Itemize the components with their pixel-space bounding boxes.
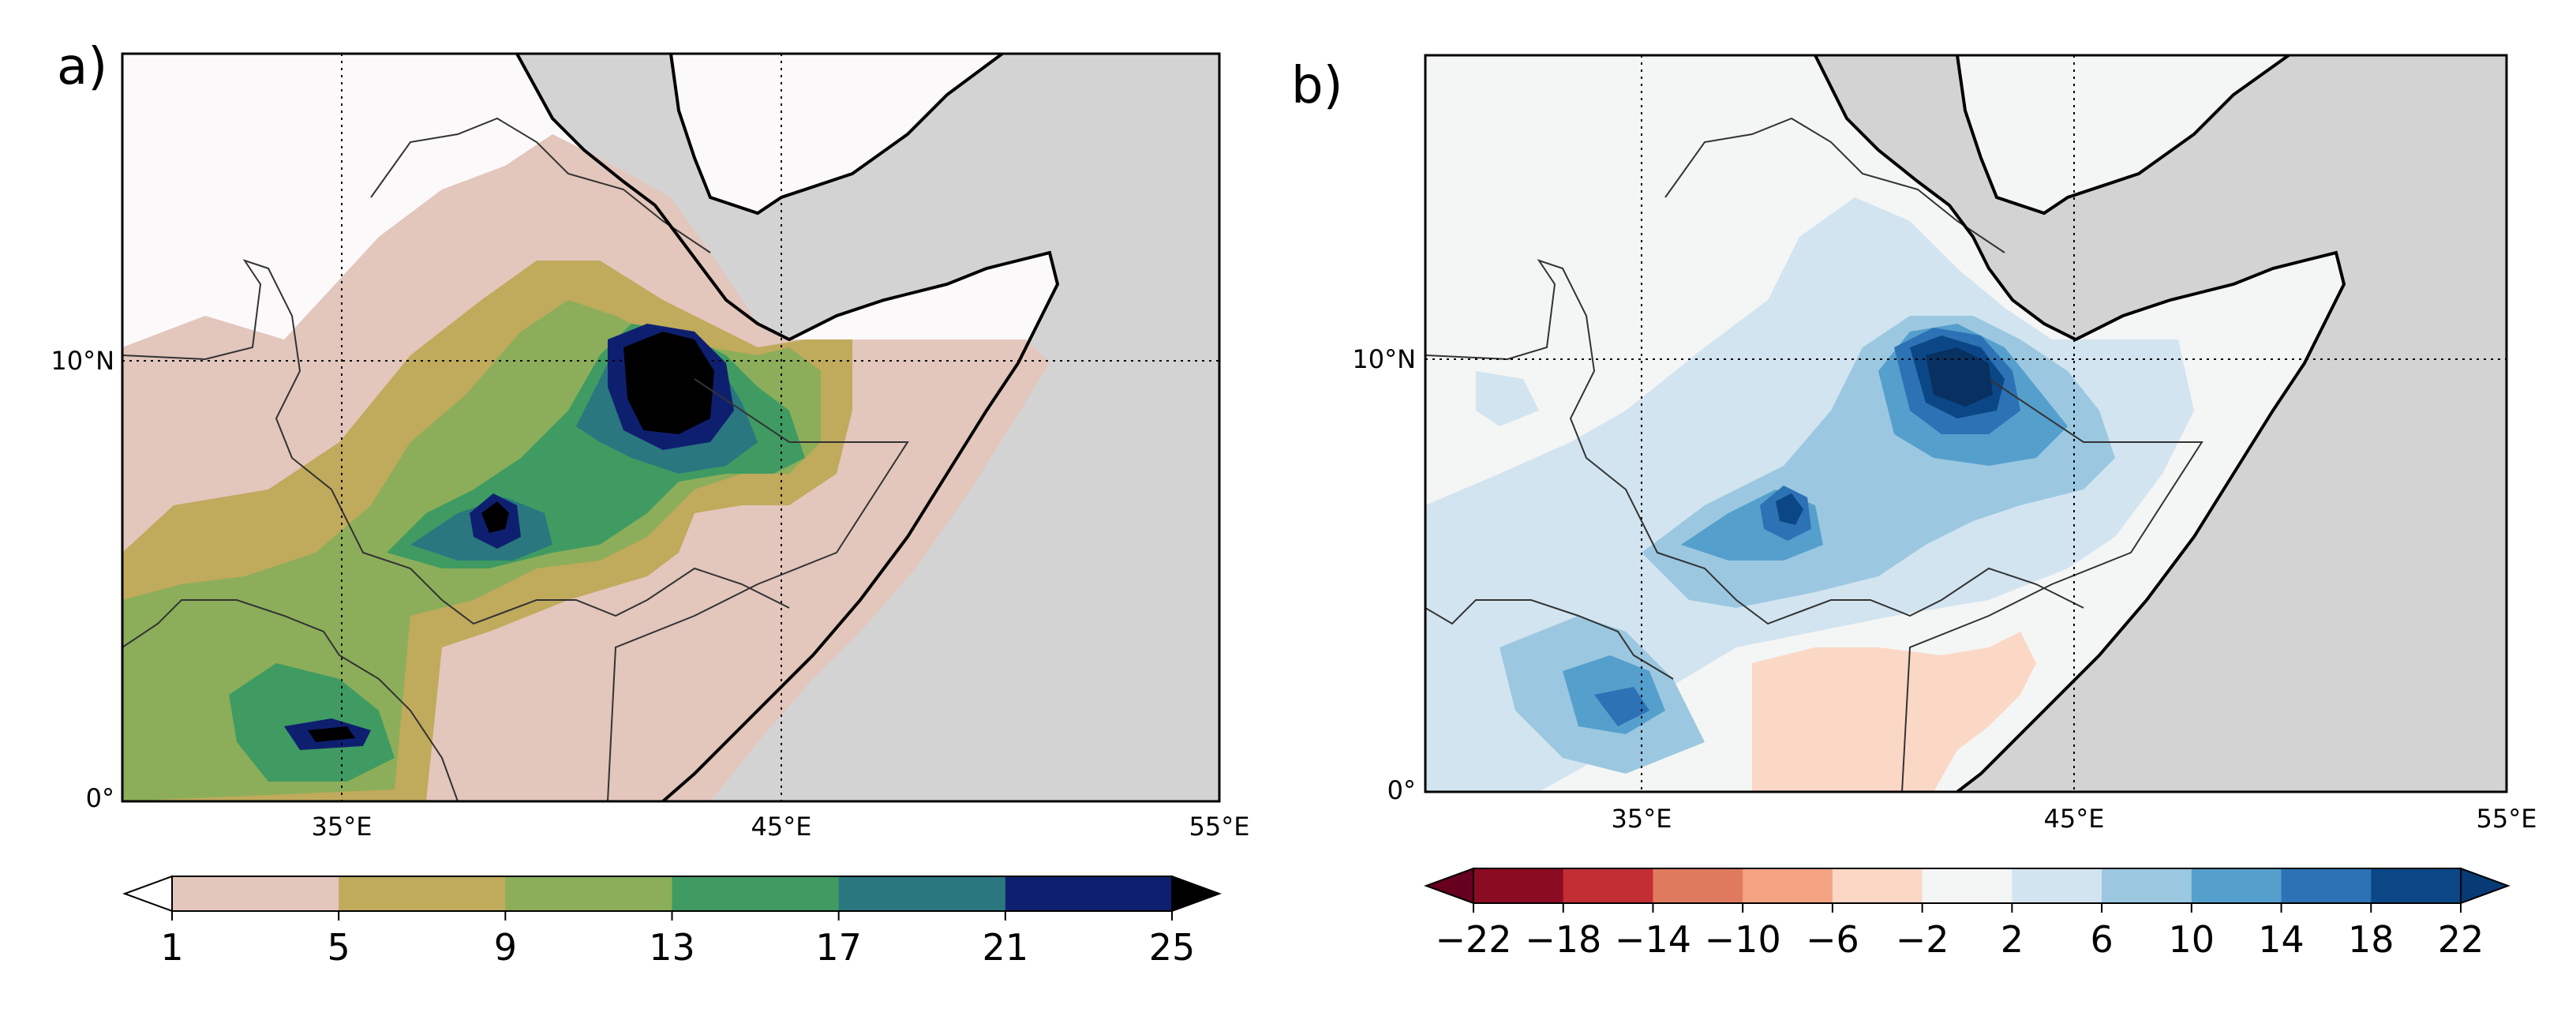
panel-a-map (122, 54, 1219, 801)
panel-a-lon-tick-55E: 55°E (1189, 812, 1250, 842)
panel-a-colorbar-over-arrow (1171, 875, 1222, 913)
panel-b-colorbar-under-arrow (1424, 867, 1474, 905)
panel-a-contour-25 (308, 332, 714, 742)
panel-a: a) (51, 38, 1249, 969)
panel-b-colorbar-frame (1473, 868, 2462, 904)
panel-b-colorbar-tick-label: 6 (2090, 918, 2113, 961)
panel-a-contour-21 (284, 324, 734, 750)
panel-b-contour-22 (1926, 347, 1993, 407)
panel-b-colorbar-segment (1922, 868, 2012, 903)
panel-a-colorbar-under-arrow (122, 875, 173, 913)
panel-a-frame (121, 52, 1221, 803)
panel-b: b) 10°N (1291, 54, 2537, 961)
panel-a-colorbar-segment (672, 876, 840, 911)
panel-a-colorbar-tick-label: 17 (815, 926, 862, 969)
panel-a-colorbar-tick-label: 5 (328, 926, 350, 969)
panel-b-colorbar-segment (1563, 868, 1653, 903)
panel-b-colorbar-segment (1473, 868, 1564, 903)
panel-a-gridlines (122, 54, 1219, 801)
panel-b-frame (1424, 54, 2508, 793)
panel-b-sea-region (1815, 55, 2507, 792)
panel-b-colorbar-tick-label: −2 (1896, 918, 1949, 961)
panel-a-colorbar-tick-label: 1 (160, 926, 183, 969)
panel-a-coastline-arabia (669, 54, 1004, 216)
panel-a-lon-tick-45E: 45°E (751, 812, 812, 842)
panel-b-coastline-arabia (1956, 55, 2290, 216)
panel-b-colorbar-tick-label: 14 (2258, 918, 2305, 961)
panel-b-colorbar-segment (1743, 868, 1833, 903)
panel-b-colorbar-tick-label: −22 (1435, 918, 1511, 961)
panel-a-country-borders (122, 117, 909, 801)
panel-b-lat-tick-0: 0° (1387, 775, 1416, 805)
panel-b-coastline (1814, 55, 2346, 792)
panel-a-colorbar-tick-label: 25 (1149, 926, 1196, 969)
panel-b-lat-tick-10N: 10°N (1352, 344, 1416, 374)
panel-a-colorbar-segment (339, 876, 506, 911)
panel-b-colorbar-segment (2012, 868, 2102, 903)
panel-b-colorbar-tick-label: 22 (2438, 918, 2484, 961)
panel-b-colorbar-segment (1653, 868, 1743, 903)
panel-b-lon-tick-55E: 55°E (2477, 804, 2537, 834)
panel-b-colorbar-segment (2102, 868, 2192, 903)
panel-b-colorbar-tick-label: 2 (2001, 918, 2024, 961)
panel-a-label: a) (57, 38, 107, 96)
panel-b-country-borders (1425, 117, 2203, 792)
panel-b-colorbar-segment (1832, 868, 1923, 903)
panel-a-coastline (515, 54, 1060, 801)
panel-b-colorbar-segment (2281, 868, 2372, 903)
panel-b-colorbar-segment (2191, 868, 2282, 903)
panel-b-colorbar-tick-label: −10 (1705, 918, 1781, 961)
panel-b-colorbar-tick-label: −14 (1615, 918, 1691, 961)
panel-a-colorbar-segment (1005, 876, 1173, 911)
panel-a-colorbar-segment (505, 876, 672, 911)
panel-b-map (1425, 55, 2507, 792)
panel-b-lon-tick-35E: 35°E (1612, 804, 1672, 834)
panel-a-colorbar-segment (172, 876, 339, 911)
panel-a-lat-tick-0: 0° (86, 783, 114, 813)
panel-b-colorbar: −22 −18 −14 −10 −6 −2 2 6 10 14 18 22 (1424, 867, 2510, 961)
panel-a-lon-tick-35E: 35°E (312, 812, 373, 842)
panel-b-label: b) (1291, 57, 1343, 115)
panel-a-colorbar-segment (838, 876, 1006, 911)
panel-b-contour-14 (1594, 328, 2020, 726)
panel-b-colorbar-tick-label: 18 (2348, 918, 2394, 961)
panel-b-colorbar-tick-label: 10 (2169, 918, 2215, 961)
panel-b-colorbar-tick-label: −6 (1806, 918, 1859, 961)
panel-b-colorbar-segment (2371, 868, 2462, 903)
panel-b-gridlines (1425, 55, 2507, 792)
panel-a-colorbar-tick-label: 13 (649, 926, 695, 969)
panel-a-colorbar-tick-label: 21 (983, 926, 1029, 969)
panel-b-lon-tick-45E: 45°E (2044, 804, 2105, 834)
panel-a-colorbar-tick-label: 9 (494, 926, 517, 969)
panel-a-lat-tick-10N: 10°N (51, 346, 114, 376)
panel-b-contour-negative (1752, 632, 2036, 792)
panel-a-colorbar: 1 5 9 13 17 21 25 (122, 875, 1222, 969)
panel-b-colorbar-over-arrow (2460, 867, 2510, 905)
panel-b-colorbar-tick-label: −18 (1525, 918, 1601, 961)
